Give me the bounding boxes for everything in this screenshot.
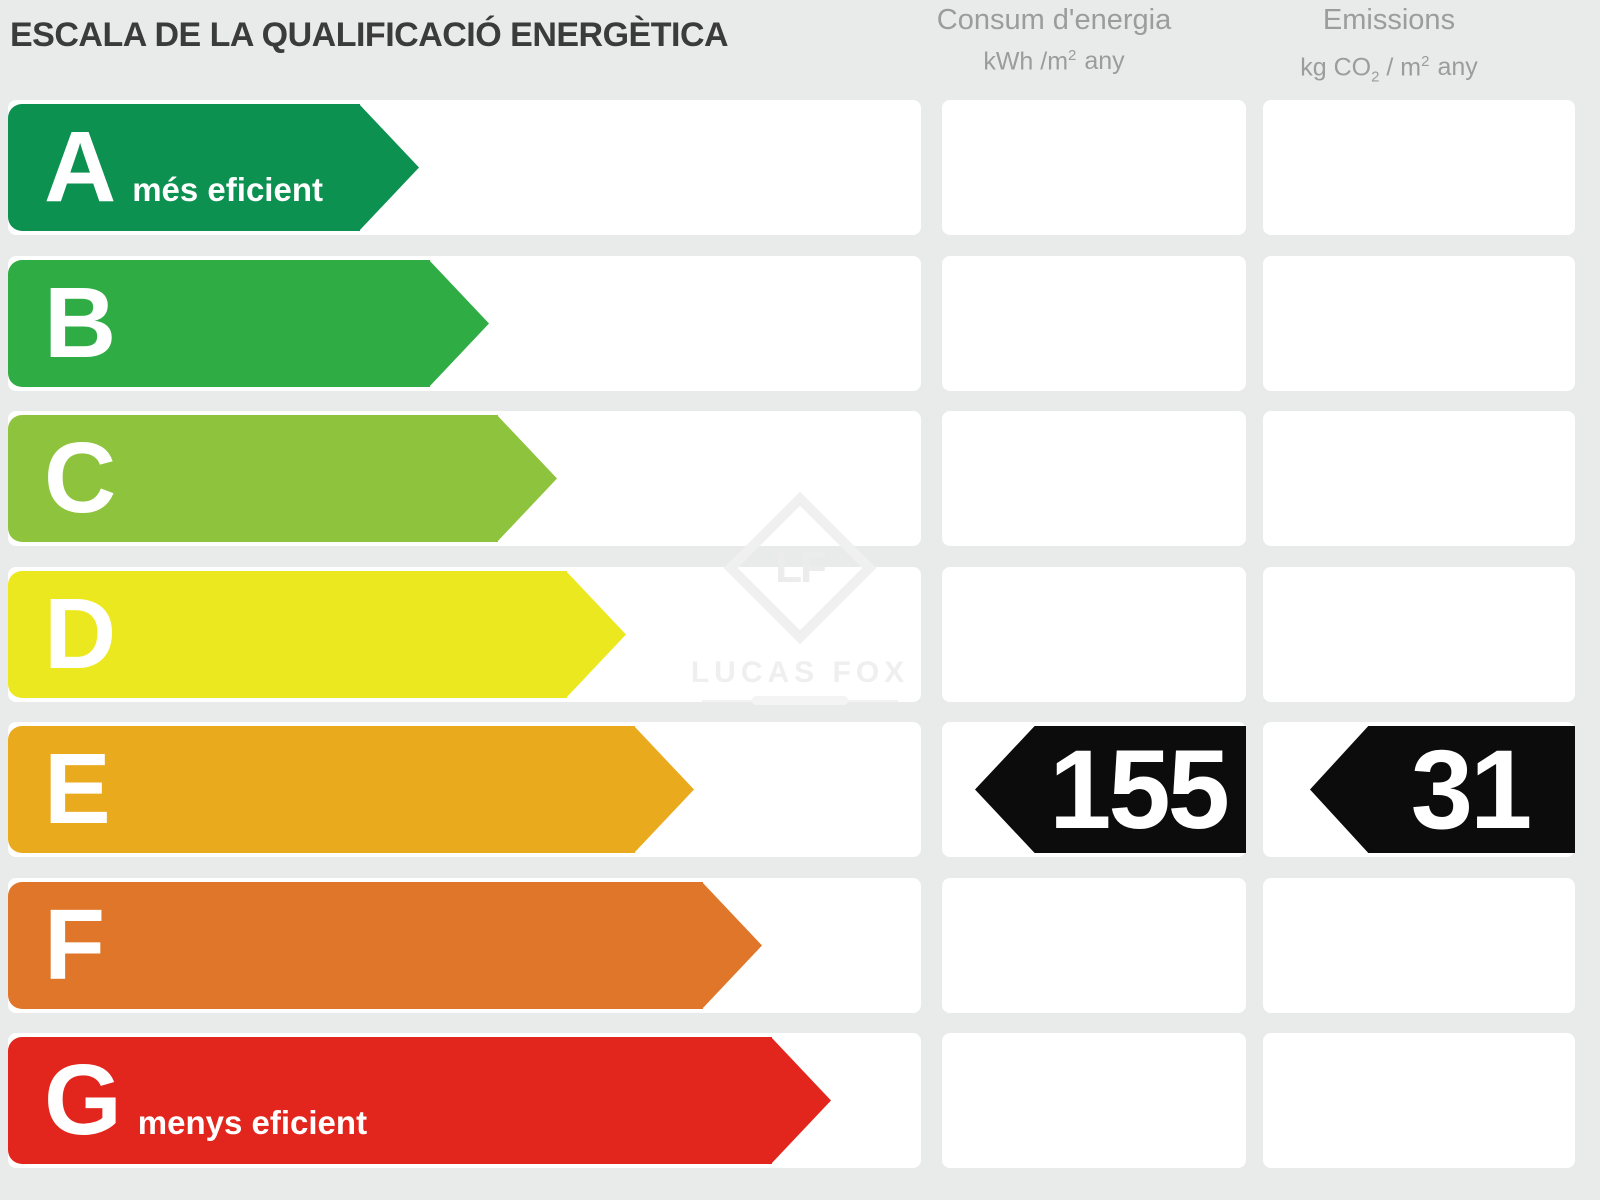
consumption-value-badge: 155 [975, 726, 1246, 853]
scale-row-B: B [0, 256, 1600, 391]
scale-row-C: C [0, 411, 1600, 546]
grade-bar-D: D [8, 571, 626, 698]
unit-subscript: 2 [1371, 68, 1380, 86]
scale-cell: F [8, 878, 921, 1013]
unit-text: any [1084, 47, 1125, 76]
emissions-cell [1263, 411, 1575, 546]
consumption-cell [942, 567, 1246, 702]
emissions-header-unit: kg CO2 / m2 any [1233, 46, 1545, 93]
unit-superscript: 2 [1421, 53, 1430, 70]
bar-arrow-tip [566, 571, 626, 698]
grade-letter: B [44, 267, 117, 379]
grade-bar-F: F [8, 882, 762, 1009]
bar-arrow-tip [359, 104, 419, 231]
grade-letter: E [44, 733, 111, 845]
consumption-cell: 155 [942, 722, 1246, 857]
grade-letter: G [44, 1044, 122, 1156]
consumption-cell [942, 256, 1246, 391]
emissions-header-title: Emissions [1322, 4, 1456, 36]
consumption-column-header: Consum d'energia kWh /m2 any [902, 0, 1206, 77]
grade-letter: D [44, 578, 117, 690]
unit-text: / m [1379, 53, 1422, 82]
page-title: ESCALA DE LA QUALIFICACIÓ ENERGÈTICA [10, 16, 729, 54]
consumption-cell [942, 411, 1246, 546]
bar-arrow-tip [634, 726, 694, 853]
emissions-cell: 31 [1263, 722, 1575, 857]
bar-arrow-tip [429, 260, 489, 387]
consumption-header-unit: kWh /m2 any [902, 40, 1206, 77]
emissions-cell [1263, 256, 1575, 391]
emissions-column-header: Emissions kg CO2 / m2 any [1233, 0, 1545, 93]
grade-letter: C [44, 422, 117, 534]
badge-value: 155 [1049, 726, 1230, 852]
emissions-cell [1263, 878, 1575, 1013]
scale-cell: E [8, 722, 921, 857]
badge-value: 31 [1410, 726, 1533, 852]
scale-row-E: E 155 31 [0, 722, 1600, 857]
scale-row-D: D [0, 567, 1600, 702]
bar-arrow-tip [702, 882, 762, 1009]
unit-superscript: 2 [1068, 47, 1077, 64]
grade-bar-B: B [8, 260, 489, 387]
emissions-cell [1263, 567, 1575, 702]
grade-letter: A [44, 111, 117, 223]
emissions-value-badge: 31 [1310, 726, 1575, 853]
efficiency-label: més eficient [132, 171, 323, 208]
unit-text: any [1437, 53, 1478, 82]
consumption-cell [942, 1033, 1246, 1168]
unit-text: kg CO [1300, 53, 1372, 82]
emissions-cell [1263, 100, 1575, 235]
grade-bar-C: C [8, 415, 557, 542]
bar-arrow-tip [497, 415, 557, 542]
consumption-header-title: Consum d'energia [936, 4, 1172, 36]
grade-letter: F [44, 889, 106, 1001]
consumption-cell [942, 878, 1246, 1013]
scale-cell: B [8, 256, 921, 391]
consumption-cell [942, 100, 1246, 235]
emissions-cell [1263, 1033, 1575, 1168]
scale-row-F: F [0, 878, 1600, 1013]
scale-cell: C [8, 411, 921, 546]
efficiency-label: menys eficient [137, 1104, 368, 1141]
scale-cell: D [8, 567, 921, 702]
unit-text: kWh /m [983, 47, 1069, 76]
bar-arrow-tip [771, 1037, 831, 1164]
grade-bar-E: E [8, 726, 694, 853]
